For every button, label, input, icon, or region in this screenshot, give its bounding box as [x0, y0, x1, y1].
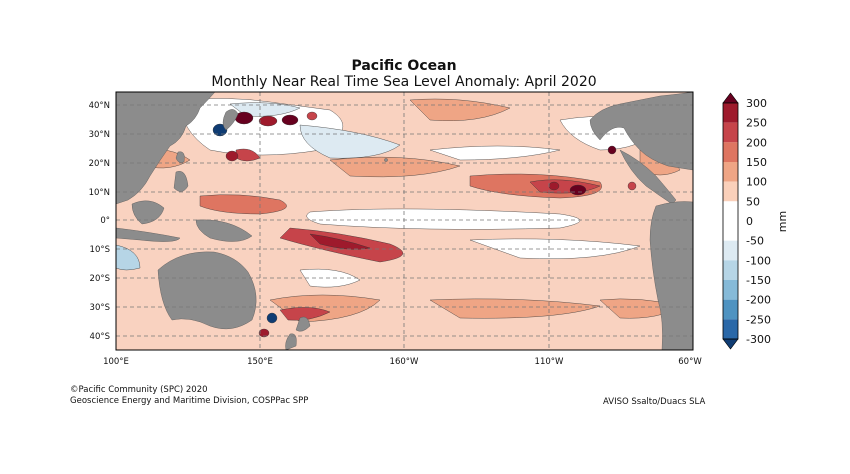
map-frame [115, 91, 694, 351]
land-borneo [131, 200, 165, 225]
lat-tick-label: 30°S [90, 303, 110, 313]
land-hawaii [384, 158, 388, 162]
colorbar-tick-label: -50 [746, 235, 764, 248]
colorbar-segment [723, 299, 738, 320]
colorbar-segment [723, 103, 738, 123]
map-plot-area [116, 92, 693, 350]
map-title: Pacific Ocean [351, 58, 457, 74]
colorbar-tick-label: -250 [746, 313, 771, 326]
credit-line-2: Geoscience Energy and Maritime Division,… [70, 396, 309, 406]
map-subtitle: Monthly Near Real Time Sea Level Anomaly… [211, 74, 597, 90]
lon-tick-label: 110°W [535, 357, 564, 367]
colorbar-segment [723, 240, 738, 261]
land-south-america [649, 201, 693, 350]
colorbar-segment [723, 280, 738, 300]
lon-tick-label: 160°W [390, 357, 419, 367]
colorbar-tick-label: 0 [746, 215, 753, 228]
colorbar-extend-max [722, 92, 739, 104]
colorbar-tick-label: 50 [746, 195, 760, 208]
colorbar-frame [722, 102, 739, 340]
colorbar-extend-min [722, 338, 739, 350]
land-taiwan [175, 151, 185, 163]
colorbar: 300 250 200 150 100 50 0 -50 -100 -150 -200 -250 -30… [722, 92, 771, 350]
data-source: AVISO Ssalto/Duacs SLA [603, 397, 706, 407]
credit-line-1: ©Pacific Community (SPC) 2020 [70, 385, 208, 395]
land-java [116, 227, 181, 242]
land-north-america [589, 92, 693, 171]
colorbar-tick-label: 200 [746, 136, 767, 149]
colorbar-segment [723, 122, 738, 143]
colorbar-segment [723, 162, 738, 182]
lat-tick-label: 40°N [89, 101, 110, 111]
land-new-zealand-south [285, 333, 297, 350]
lon-tick-label: 60°W [678, 357, 702, 367]
colorbar-segment [723, 181, 738, 202]
anomaly-field [116, 98, 686, 338]
colorbar-tick-label: 250 [746, 117, 767, 130]
lon-axis: 100°E 150°E 160°W 110°W 60°W [103, 357, 702, 367]
lat-tick-label: 30°N [89, 130, 110, 140]
lat-tick-label: 10°N [89, 188, 110, 198]
lat-tick-label: 20°S [90, 274, 110, 284]
lon-tick-label: 150°E [247, 357, 273, 367]
colorbar-segment [723, 201, 738, 221]
lat-tick-label: 0° [100, 216, 110, 226]
colorbar-tick-label: -300 [746, 333, 771, 346]
landmasses [116, 92, 693, 350]
colorbar-tick-label: 300 [746, 97, 767, 110]
land-asia [116, 92, 216, 205]
land-new-guinea [195, 219, 253, 242]
colorbar-unit-label: mm [776, 210, 790, 233]
colorbar-segment [723, 319, 738, 339]
colorbar-tick-label: -200 [746, 294, 771, 307]
colorbar-tick-label: 150 [746, 156, 767, 169]
land-japan [222, 109, 239, 131]
lat-axis: 40°N 30°N 20°N 10°N 0° 10°S 20°S 30°S 40… [89, 101, 110, 342]
lat-tick-label: 20°N [89, 159, 110, 169]
colorbar-segment [723, 142, 738, 162]
lon-tick-label: 100°E [103, 357, 129, 367]
land-philippines [173, 171, 189, 192]
graticule [116, 92, 693, 350]
colorbar-tick-label: -150 [746, 274, 771, 287]
land-australia [157, 251, 257, 330]
colorbar-segment [723, 260, 738, 280]
lat-tick-label: 40°S [90, 332, 110, 342]
land-new-zealand [295, 316, 311, 332]
colorbar-segment [723, 221, 738, 241]
colorbar-tick-label: -100 [746, 254, 771, 267]
colorbar-tick-label: 100 [746, 176, 767, 189]
lat-tick-label: 10°S [90, 245, 110, 255]
